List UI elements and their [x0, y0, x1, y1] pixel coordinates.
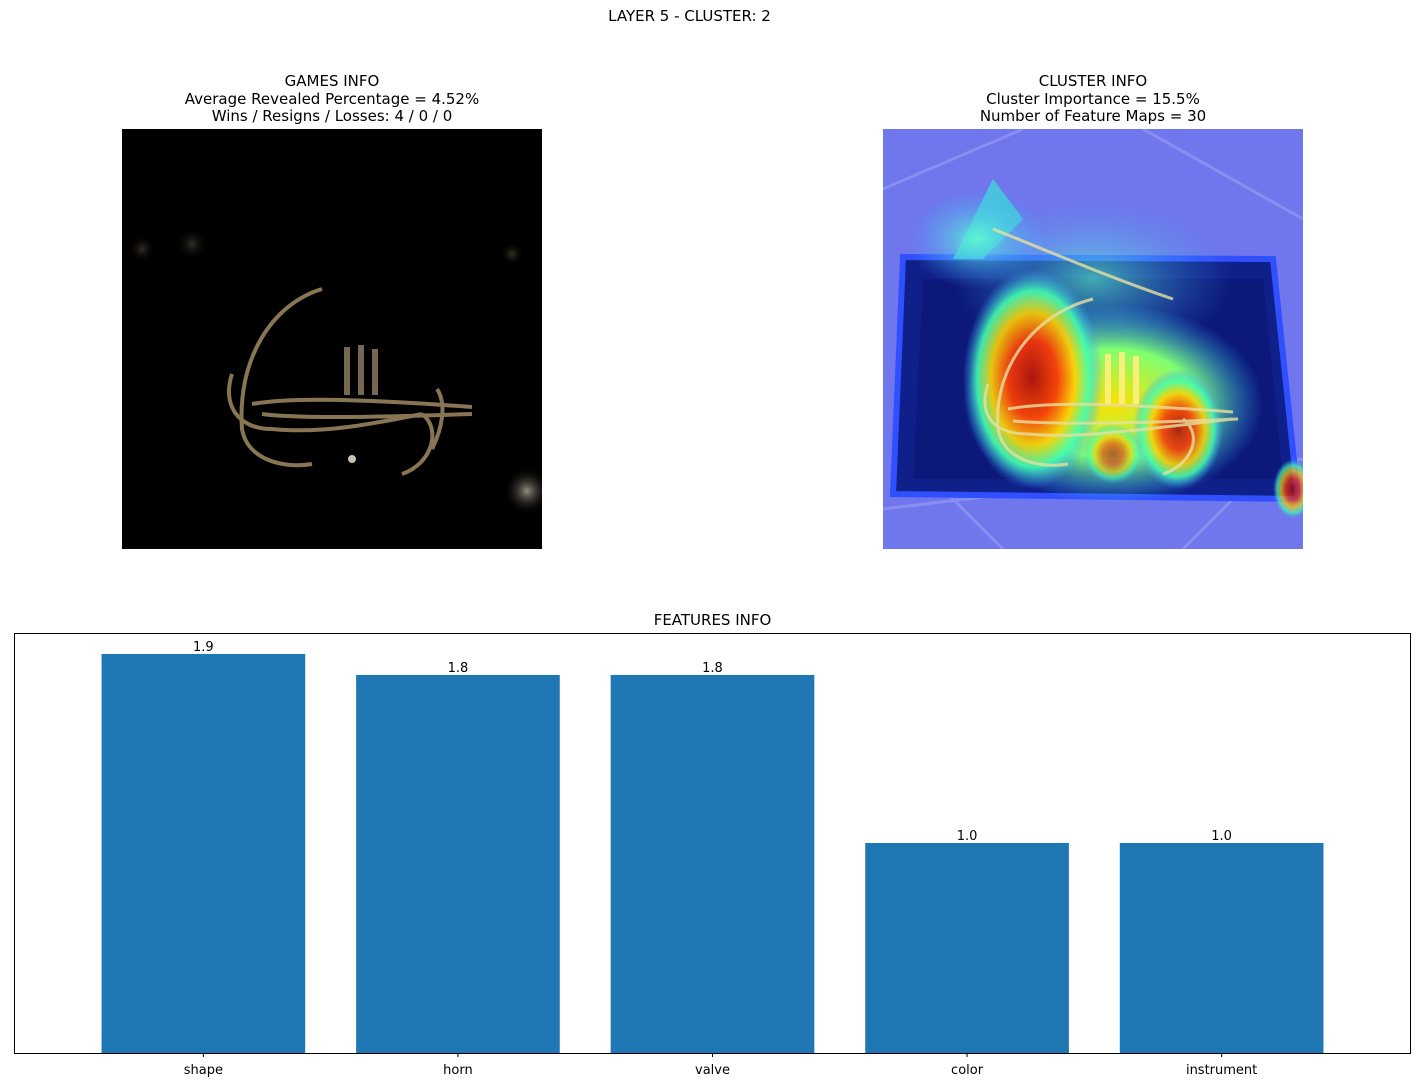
x-tick-label: horn: [443, 1063, 473, 1078]
games-info-title: GAMES INFO: [284, 72, 380, 90]
bar-shape: [101, 653, 306, 1053]
figure-title: LAYER 5 - CLUSTER: 2: [608, 7, 771, 25]
revealed-image: [122, 129, 542, 549]
games-info-header: GAMES INFO Average Revealed Percentage =…: [122, 72, 542, 126]
bar-horn: [356, 674, 560, 1053]
bar-value-label: 1.8: [702, 661, 723, 676]
cluster-info-title: CLUSTER INFO: [1038, 72, 1148, 90]
bar-value-label: 1.0: [1211, 829, 1232, 844]
bar-color: [865, 842, 1069, 1053]
heatmap-overlay-image: [883, 129, 1303, 549]
features-info-title: FEATURES INFO: [653, 611, 772, 629]
number-of-feature-maps: Number of Feature Maps = 30: [979, 107, 1207, 125]
bar-value-label: 1.9: [193, 640, 214, 655]
bar-value-label: 1.8: [448, 661, 469, 676]
x-tick-label: color: [951, 1063, 984, 1078]
x-tick-label: instrument: [1186, 1063, 1257, 1078]
cluster-info-header: CLUSTER INFO Cluster Importance = 15.5% …: [883, 72, 1303, 126]
bar-instrument: [1119, 842, 1324, 1053]
bar-value-label: 1.0: [957, 829, 978, 844]
average-revealed-percentage: Average Revealed Percentage = 4.52%: [184, 89, 480, 108]
x-tick-label: valve: [695, 1063, 730, 1078]
x-tick-label: shape: [184, 1063, 223, 1078]
bar-valve: [610, 674, 815, 1053]
wins-resigns-losses: Wins / Resigns / Losses: 4 / 0 / 0: [211, 107, 453, 125]
cluster-importance: Cluster Importance = 15.5%: [986, 89, 1200, 108]
